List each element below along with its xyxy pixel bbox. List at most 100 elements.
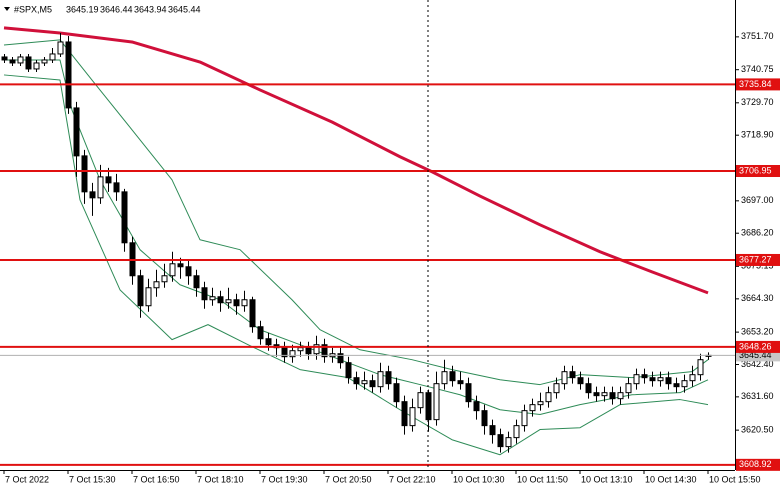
level-label-box [736,340,780,353]
last-price-label: 3645.44 [739,350,772,360]
candle-body [577,377,584,385]
candle-body [681,380,688,388]
candle-body [97,176,104,199]
y-tick-label: 3740.75 [741,64,774,74]
candle-body [593,392,600,397]
x-tick-label: 10 Oct 14:30 [645,474,697,484]
candle-body [513,425,520,439]
candle-body [441,371,448,385]
candle-body [297,347,304,352]
axes: 3751.70 3740.75 3729.70 3718.90 3697.00 3686.… [3,31,780,484]
candle-body [265,338,272,346]
candle-body [209,296,216,301]
candle-body [361,380,368,385]
x-tick-label: 7 Oct 22:10 [389,474,436,484]
candle-body [449,371,456,382]
candle-body [601,392,608,397]
menu-arrow[interactable] [4,7,10,11]
level-label-box [736,165,780,178]
x-tick-label: 7 Oct 2022 [5,474,49,484]
candle-body [545,392,552,403]
candle-body [417,392,424,409]
y-tick-label: 3697.00 [741,195,774,205]
candle-body [121,191,128,244]
candle-body [401,401,408,427]
candle-body [433,383,440,421]
candle-body [241,299,248,307]
candle-body [321,344,328,358]
level-label: 3608.92 [739,459,772,469]
candle-body [489,425,496,436]
y-tick-label: 3631.60 [741,391,774,401]
level-label: 3677.27 [739,254,772,264]
candle-body [673,383,680,388]
candle-body [73,107,80,157]
candle-body [57,41,64,55]
y-tick-label: 3686.20 [741,228,774,238]
y-tick-label: 3718.90 [741,130,774,140]
candle-body [233,299,240,307]
candle-body [217,296,224,304]
ohlc-high: 3646.44 [100,4,133,14]
ohlc-open: 3645.19 [66,4,99,14]
candle-body [353,377,360,385]
candle-body [617,392,624,400]
candle-body [537,401,544,406]
candle-body [137,275,144,307]
level-label: 3706.95 [739,165,772,175]
x-tick-label: 10 Oct 11:50 [517,474,568,484]
candle-body [313,344,320,355]
candle-body [385,371,392,385]
x-tick-label: 7 Oct 16:50 [133,474,180,484]
level-label-box [736,253,780,266]
candle-body [665,377,672,385]
level-label-box [736,458,780,471]
candle-body [569,371,576,379]
candle-body [641,374,648,379]
candle-body [249,299,256,328]
candle-body [33,62,40,70]
candle-body [65,41,72,109]
candle-body [633,374,640,385]
x-tick-label: 7 Oct 19:30 [261,474,308,484]
x-tick-label: 7 Oct 20:50 [325,474,372,484]
candle-body [625,383,632,394]
candle-body [337,353,344,364]
y-tick-label: 3642.40 [741,359,774,369]
ohlc-close: 3645.44 [168,4,201,14]
candle-body [153,281,160,289]
level-label: 3735.84 [739,79,772,89]
candle-body [697,359,704,376]
candle-body [145,287,152,307]
candle-body [473,401,480,412]
candle-body [457,380,464,385]
candle-body [305,347,312,355]
candle-body [89,191,96,199]
candle-body [561,371,568,385]
header: #SPX,M5 3645.19 3646.44 3643.94 3645.44 [4,4,201,14]
candle-body [113,182,120,193]
candle-body [177,263,184,268]
indicator-line [3,26,709,295]
candle-body [649,377,656,382]
candle-body [369,380,376,388]
candle-body [657,377,664,382]
candle-body [225,299,232,304]
candle-body [553,383,560,394]
plot-area [0,26,735,466]
candle-body [689,374,696,382]
candle-body [25,56,32,70]
level-label: 3648.26 [739,341,772,351]
candle-body [505,437,512,448]
candle-body [393,383,400,403]
x-tick-label: 7 Oct 18:10 [197,474,244,484]
candle-body [257,326,264,340]
candle-body [185,266,192,277]
y-tick-label: 3664.30 [741,293,774,303]
candle-body [409,407,416,427]
candle-body [9,59,16,64]
candle-body [161,275,168,283]
x-tick-label: 7 Oct 15:30 [69,474,116,484]
